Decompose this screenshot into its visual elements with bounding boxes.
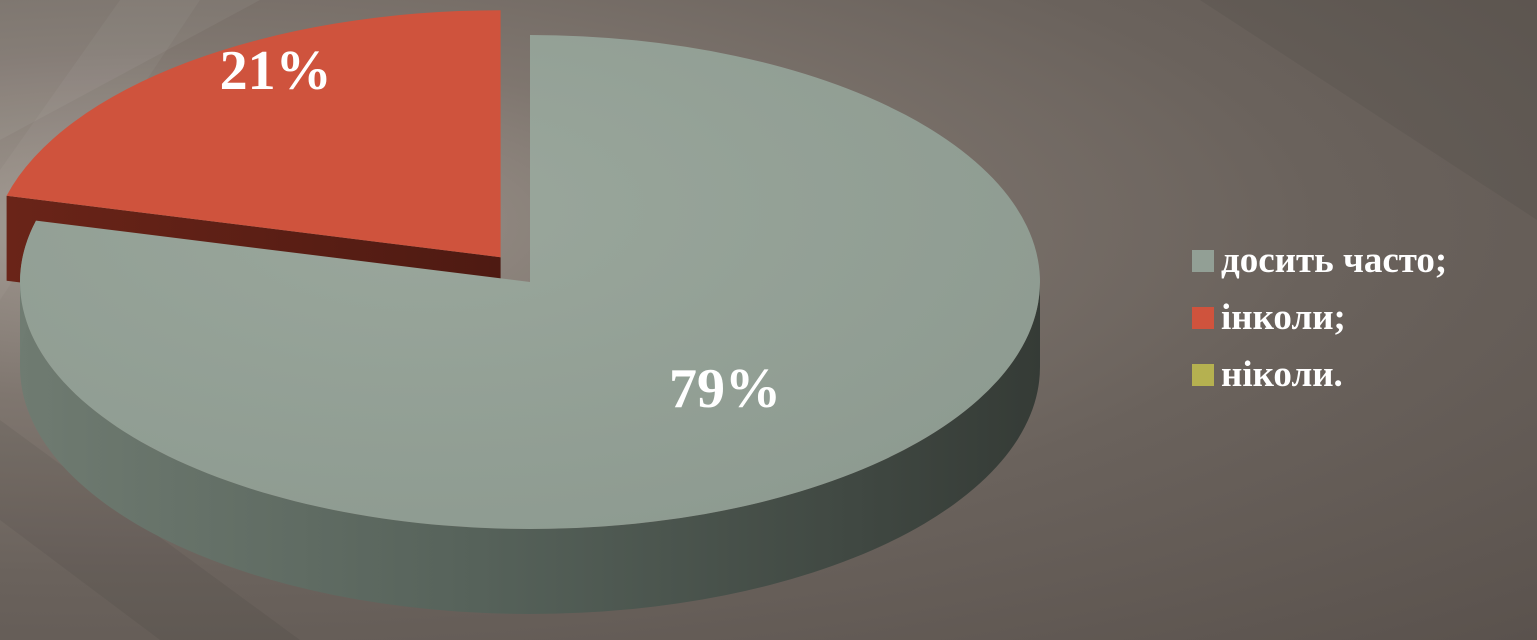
legend-label-dosyt-chasto: досить часто; [1221, 240, 1448, 281]
legend-item-dosyt-chasto: досить часто; [1192, 232, 1447, 289]
data-labels: 21% 79% [220, 40, 781, 420]
data-label-dosyt-chasto: 79% [669, 358, 781, 420]
slice-dosyt-chasto [19, 35, 1040, 614]
legend: досить часто; інколи; ніколи. [1192, 232, 1447, 403]
pie-chart: 21% 79% [6, 10, 1040, 614]
slice-dosyt-chasto-top [19, 35, 1040, 529]
legend-swatch-nikoly [1192, 363, 1214, 386]
slice-incoly-top [6, 10, 501, 258]
slice-dosyt-chasto-wall [20, 282, 1040, 614]
legend-item-inkoly: інколи; [1192, 289, 1447, 346]
data-label-inkoly: 21% [220, 40, 332, 102]
legend-swatch-inkoly [1192, 306, 1214, 329]
legend-label-nikoly: ніколи. [1221, 354, 1343, 395]
legend-swatch-dosyt-chasto [1192, 249, 1214, 272]
legend-item-nikoly: ніколи. [1192, 346, 1447, 403]
legend-label-inkoly: інколи; [1221, 297, 1346, 338]
